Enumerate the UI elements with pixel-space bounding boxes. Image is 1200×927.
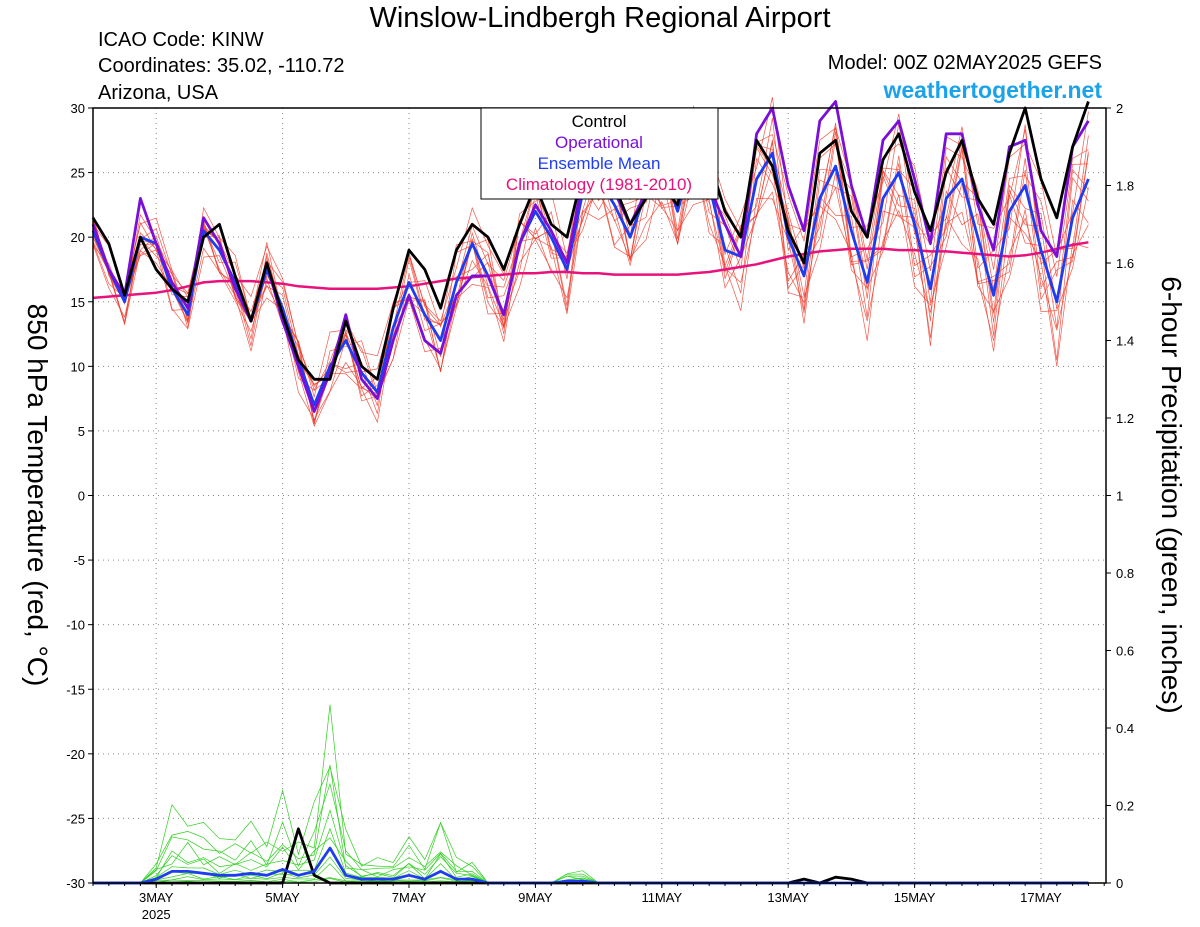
precip-member-line [93,782,1089,884]
y2-tick-label: 0.6 [1116,644,1134,659]
legend: Control Operational Ensemble Mean Climat… [480,107,719,200]
x-tick-label: 9MAY [518,890,553,905]
x-tick-label: 17MAY [1020,890,1062,905]
y-tick-label: 10 [71,359,85,374]
temp-member-line [92,165,1089,424]
axes [88,107,1111,888]
y2-tick-label: 1.8 [1116,179,1134,194]
x-tick-label: 5MAY [265,890,300,905]
x-tick-label: 11MAY [641,890,682,905]
x-tick-label: 7MAY [392,890,427,905]
y2-axis-title: 6-hour Precipitation (green, inches) [1156,276,1187,713]
tick-labels: 302520151050-5-10-15-20-25-3021.81.61.41… [66,101,1134,922]
y2-tick-label: 0.4 [1116,721,1134,736]
y-tick-label: 20 [71,230,85,245]
coordinates: Coordinates: 35.02, -110.72 [98,55,345,77]
x-tick-label: 13MAY [767,890,809,905]
precip-member-line [93,765,1089,884]
y2-tick-label: 1.4 [1116,334,1134,349]
x-tick-sublabel: 2025 [142,907,171,922]
y-tick-label: -30 [66,876,85,891]
x-tick-label: 3MAY [139,890,174,905]
y-tick-label: 0 [78,489,85,504]
y2-tick-label: 1.2 [1116,411,1134,426]
x-tick-label: 15MAY [894,890,936,905]
legend-control: Control [572,112,627,131]
y-tick-label: 30 [71,101,85,116]
precip-member-line [93,765,1089,884]
page-title: Winslow-Lindbergh Regional Airport [369,2,831,34]
website-link[interactable]: weathertogether.net [883,77,1102,103]
y2-tick-label: 2 [1116,101,1123,116]
model-run: Model: 00Z 02MAY2025 GEFS [827,52,1102,74]
temp-member-line [92,153,1089,421]
y2-tick-label: 1.6 [1116,256,1134,271]
y2-tick-label: 0 [1116,876,1123,891]
y-tick-label: 5 [78,424,85,439]
legend-ensemble-mean: Ensemble Mean [538,154,661,173]
y2-tick-label: 0.8 [1116,566,1134,581]
y-tick-label: 15 [71,295,85,310]
y-tick-label: -20 [66,747,85,762]
y-tick-label: -25 [66,811,85,826]
y-tick-label: 25 [71,166,85,181]
legend-operational: Operational [555,133,643,152]
legend-climatology: Climatology (1981-2010) [506,175,692,194]
region: Arizona, USA [98,82,219,104]
y-tick-label: -15 [66,682,85,697]
y2-tick-label: 0.2 [1116,799,1134,814]
y-axis-title: 850 hPa Temperature (red, °C) [22,304,53,687]
ensemble-members [92,97,1089,884]
main-series [91,100,1090,885]
icao-code: ICAO Code: KINW [98,29,264,51]
y-tick-label: -5 [73,553,85,568]
y-tick-label: -10 [66,618,85,633]
y2-tick-label: 1 [1116,489,1123,504]
precip-member-line [93,704,1089,884]
plot-frame [92,107,1107,884]
grid-lines [93,107,1106,884]
